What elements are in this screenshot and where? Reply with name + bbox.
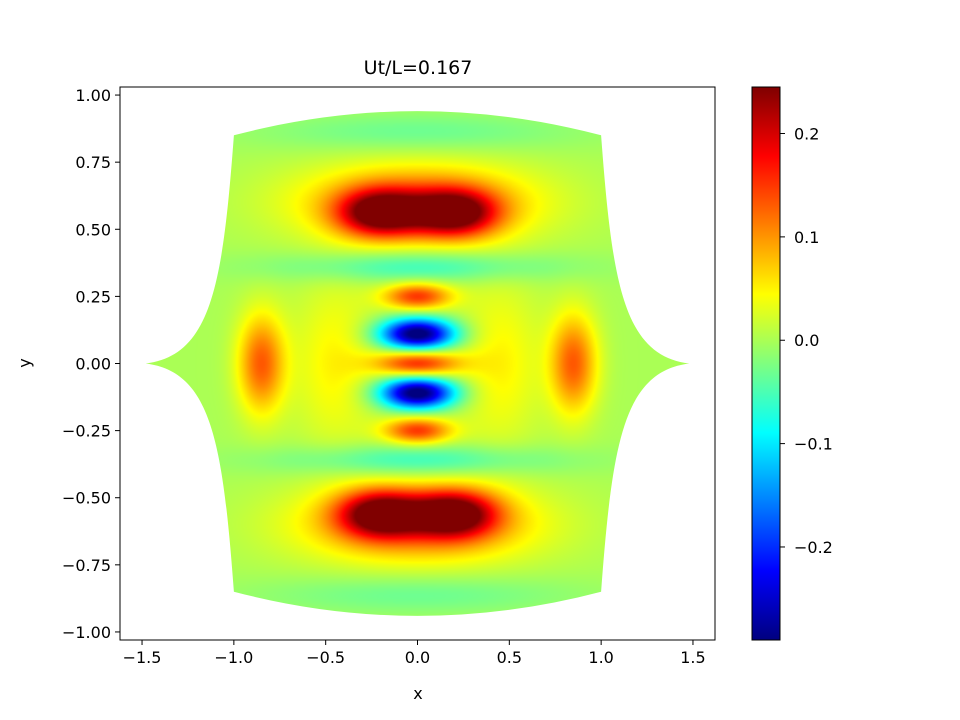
y-axis-ticks: −1.00 −0.75 −0.50 −0.25 0.00 0.25 0.50 0.75 1.00	[62, 86, 120, 642]
y-tick-label: 0.25	[75, 287, 111, 306]
x-tick-label: 1.5	[680, 648, 705, 667]
x-tick-label: −1.5	[123, 648, 162, 667]
y-tick-label: 0.75	[75, 153, 111, 172]
x-tick-label: −1.0	[214, 648, 253, 667]
x-tick-label: 1.0	[588, 648, 613, 667]
colorbar-tick-label: 0.1	[794, 228, 819, 247]
y-tick-label: 0.00	[75, 355, 111, 374]
colorbar-tick-label: 0.0	[794, 331, 819, 350]
x-tick-label: 0.0	[405, 648, 430, 667]
y-tick-label: −0.50	[62, 489, 111, 508]
y-tick-label: 1.00	[75, 86, 111, 105]
y-tick-label: −0.75	[62, 556, 111, 575]
colorbar-gradient	[751, 86, 781, 641]
y-tick-label: −0.25	[62, 422, 111, 441]
heatmap-field	[145, 111, 690, 616]
x-tick-label: −0.5	[306, 648, 345, 667]
y-tick-label: 0.50	[75, 220, 111, 239]
colorbar-tick-label: −0.1	[794, 435, 833, 454]
colorbar: −0.2 −0.1 0.0 0.1 0.2	[751, 86, 833, 641]
colorbar-tick-label: −0.2	[794, 538, 833, 557]
colorbar-ticks: −0.2 −0.1 0.0 0.1 0.2	[780, 125, 833, 557]
x-axis-ticks: −1.5 −1.0 −0.5 0.0 0.5 1.0 1.5	[123, 640, 706, 667]
chart-title: Ut/L=0.167	[364, 57, 473, 79]
x-axis-label: x	[413, 684, 422, 703]
y-axis-label: y	[15, 358, 34, 367]
colorbar-tick-label: 0.2	[794, 125, 819, 144]
x-tick-label: 0.5	[497, 648, 522, 667]
y-tick-label: −1.00	[62, 623, 111, 642]
